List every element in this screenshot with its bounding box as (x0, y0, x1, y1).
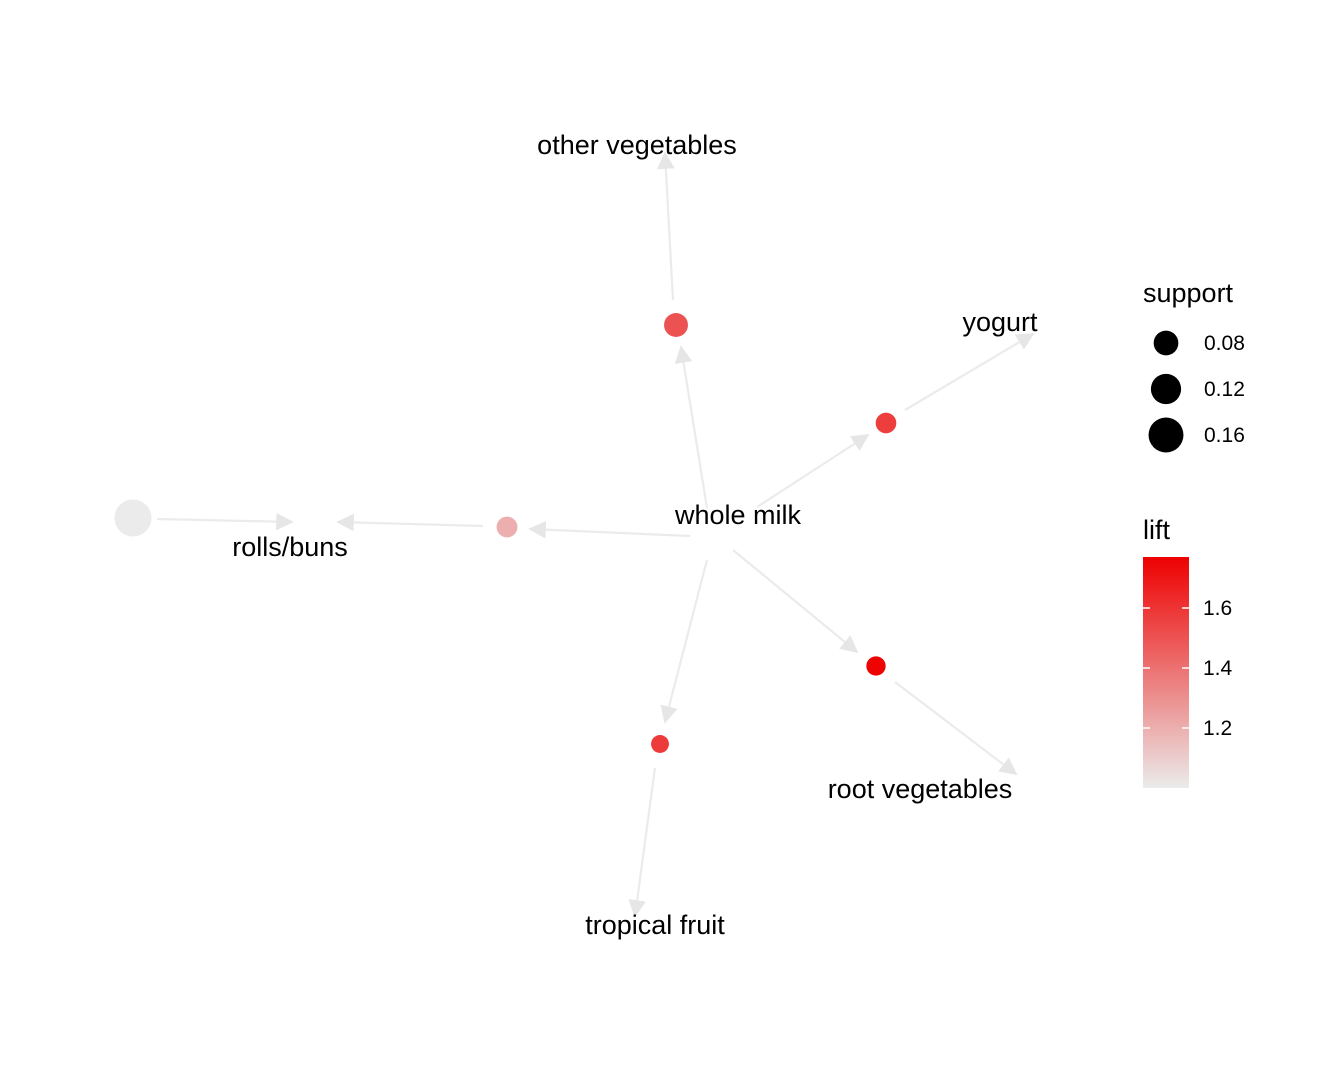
edge-lhs-rule_other_vegetables (674, 345, 709, 509)
lift-colorbar (1143, 557, 1189, 788)
edge-rhs-rule_yogurt (904, 333, 1035, 411)
rule-nodes-layer (114, 313, 897, 753)
edge-lhs-rule_tropical_fruit (660, 559, 709, 724)
support-key-circle (1150, 373, 1182, 405)
support-legend-title: support (1143, 278, 1234, 308)
item-labels-layer: whole milk other vegetables yogurt rolls… (232, 130, 1038, 940)
edge-rhs-rule_other_vegetables (657, 151, 675, 301)
item-label-root-vegetables: root vegetables (828, 774, 1013, 804)
support-key-label: 0.16 (1204, 424, 1245, 447)
rule-node-rule-rolls-buns-b (114, 499, 152, 537)
edge-lhs-rule_rolls_buns_b (156, 512, 294, 531)
lift-tick-label: 1.6 (1203, 597, 1232, 620)
item-label-yogurt: yogurt (962, 307, 1038, 337)
edges-layer (156, 151, 1035, 918)
rule-node-rule-root-vegetables (866, 656, 886, 676)
rule-node-rule-other-vegetables (664, 313, 688, 337)
item-label-other-vegetables: other vegetables (537, 130, 737, 160)
item-label-tropical-fruit: tropical fruit (585, 910, 725, 940)
support-legend: support 0.08 0.12 0.16 (1143, 278, 1245, 453)
lift-legend: lift 1.2 1.4 1.6 (1143, 515, 1233, 788)
support-key-circle (1148, 417, 1184, 453)
rule-node-rule-rolls-buns-a (496, 516, 518, 538)
lift-legend-title: lift (1143, 515, 1170, 545)
lift-tick-label: 1.4 (1203, 657, 1233, 680)
lift-tick-label: 1.2 (1203, 717, 1232, 740)
edge-lhs-rule_rolls_buns_a (528, 520, 691, 539)
support-key-label: 0.12 (1204, 378, 1245, 401)
support-key-label: 0.08 (1204, 332, 1245, 355)
support-key-circle (1153, 330, 1179, 356)
edge-rhs-rule_tropical_fruit (628, 767, 657, 918)
item-label-rolls-buns: rolls/buns (232, 532, 348, 562)
edge-rhs-rule_root_vegetables (894, 681, 1018, 776)
item-label-whole-milk: whole milk (674, 500, 802, 530)
rule-node-rule-tropical-fruit (651, 735, 669, 753)
edge-rhs-rule_rolls_buns_a (336, 513, 484, 532)
edge-lhs-rule_yogurt (756, 434, 870, 508)
edge-lhs-rule_root_vegetables (732, 549, 859, 654)
rule-node-rule-yogurt (875, 412, 897, 434)
